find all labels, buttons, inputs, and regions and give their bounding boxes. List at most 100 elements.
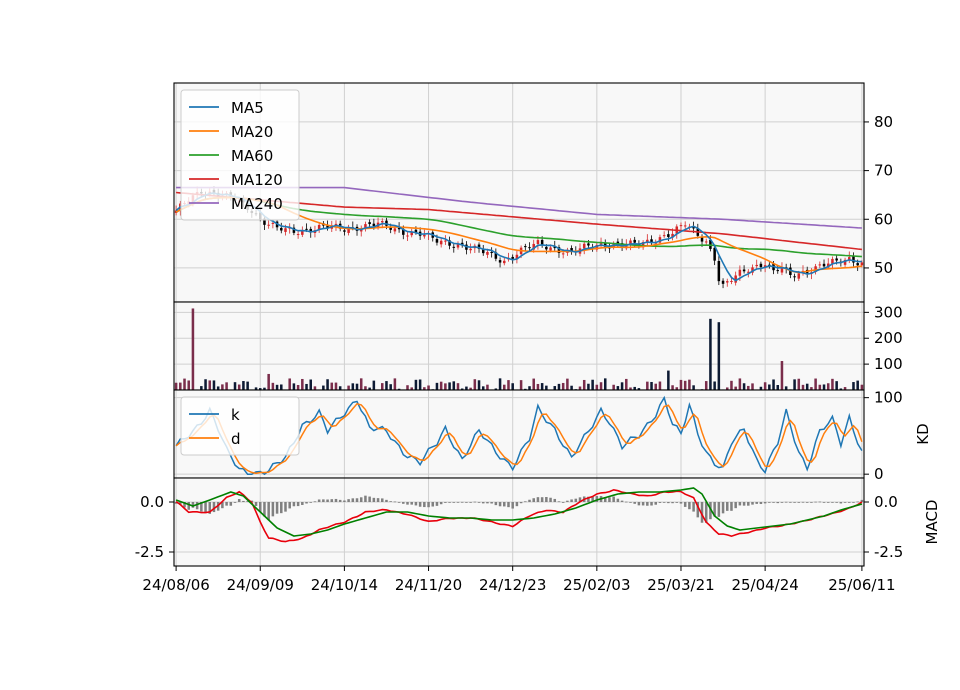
volume-bar (448, 382, 451, 390)
osc-bar (625, 501, 628, 503)
volume-bar (582, 379, 586, 390)
volume-bar (242, 381, 245, 390)
osc-bar (456, 501, 460, 503)
volume-bar (460, 388, 464, 390)
candle-body (301, 230, 304, 235)
candle-body (515, 254, 519, 260)
osc-bar (237, 499, 241, 502)
volume-bar (355, 383, 359, 390)
osc-bar (524, 501, 527, 503)
candle-body (826, 263, 830, 268)
volume-bar (174, 382, 178, 390)
volume-bar (704, 381, 708, 390)
volume-bar (826, 383, 830, 390)
osc-bar (810, 502, 813, 503)
volume-bar (271, 382, 275, 390)
osc-bar (225, 502, 228, 506)
volume-bar (776, 385, 780, 390)
osc-bar (561, 502, 565, 503)
osc-bar (587, 496, 590, 502)
osc-bar (381, 498, 384, 502)
candle-body (603, 242, 607, 247)
osc-bar (839, 502, 843, 504)
volume-bar (734, 386, 737, 390)
osc-bar (730, 502, 733, 511)
candle-body (831, 258, 834, 264)
osc-bar (275, 502, 279, 514)
volume-bar (389, 384, 392, 390)
osc-bar (709, 502, 712, 520)
osc-bar (591, 496, 594, 502)
volume-bar (301, 378, 304, 390)
osc-bar (393, 501, 397, 503)
volume-bar (599, 382, 603, 390)
osc-bar (784, 501, 788, 503)
osc-bar (229, 502, 233, 506)
volume-bar (856, 380, 859, 390)
osc-bar (612, 496, 615, 502)
osc-bar (351, 498, 355, 502)
legend-label-ma5: MA5 (231, 99, 264, 117)
osc-bar (195, 502, 199, 510)
volume-bar (667, 370, 670, 390)
volume-bar (381, 383, 384, 390)
osc-bar (751, 502, 754, 505)
osc-bar (696, 502, 700, 518)
x-tick-label: 24/08/06 (142, 576, 209, 594)
volume-bar (524, 388, 527, 390)
osc-bar (338, 499, 342, 502)
osc-bar (683, 502, 687, 507)
volume-bar (540, 383, 544, 390)
osc-bar (200, 502, 203, 512)
volume-bar (654, 383, 657, 390)
candle-body (679, 225, 683, 227)
volume-bar (275, 384, 279, 390)
osc-bar (747, 502, 750, 506)
osc-bar (692, 502, 695, 512)
price-panel: 50 60 70 80 MA5 MA20 MA60 MA120 MA240 (173, 82, 893, 303)
osc-bar (831, 502, 834, 503)
volume-bar (780, 361, 784, 390)
volume-bar (566, 378, 569, 390)
osc-bar (553, 498, 557, 502)
osc-bar (603, 496, 607, 502)
volume-bar (726, 387, 729, 390)
volume-bar (494, 388, 498, 390)
candle-body (629, 240, 632, 245)
volume-bar (650, 381, 653, 390)
volume-bar (191, 308, 195, 390)
candle-body (439, 240, 443, 245)
candle-body (296, 234, 300, 236)
osc-bar (671, 502, 674, 504)
volume-bar (208, 380, 212, 390)
osc-bar (364, 495, 367, 502)
candle-body (477, 244, 481, 249)
candle-body (683, 225, 687, 227)
x-tick-label: 25/02/03 (563, 576, 630, 594)
volume-bar (561, 382, 565, 390)
osc-bar (545, 497, 548, 502)
candle-body (633, 239, 636, 243)
osc-bar (448, 502, 451, 503)
candle-body (780, 266, 784, 273)
osc-bar (570, 499, 573, 502)
osc-bar (818, 501, 822, 503)
osc-bar (549, 497, 552, 502)
osc-bar (444, 502, 447, 503)
osc-bar (494, 502, 498, 506)
candle-body (444, 240, 447, 242)
osc-bar (675, 502, 679, 503)
volume-bar (246, 381, 249, 390)
osc-bar (431, 502, 435, 507)
osc-bar (856, 501, 859, 503)
candle-body (381, 221, 384, 223)
osc-bar (397, 502, 401, 503)
volume-bar (263, 387, 266, 390)
candle-body (280, 227, 283, 231)
candle-body (263, 218, 266, 225)
volume-bar (423, 387, 426, 390)
candle-body (402, 228, 405, 235)
volume-bar (784, 386, 788, 390)
candle-body (557, 247, 561, 254)
kd-axis-label: KD (914, 423, 932, 444)
